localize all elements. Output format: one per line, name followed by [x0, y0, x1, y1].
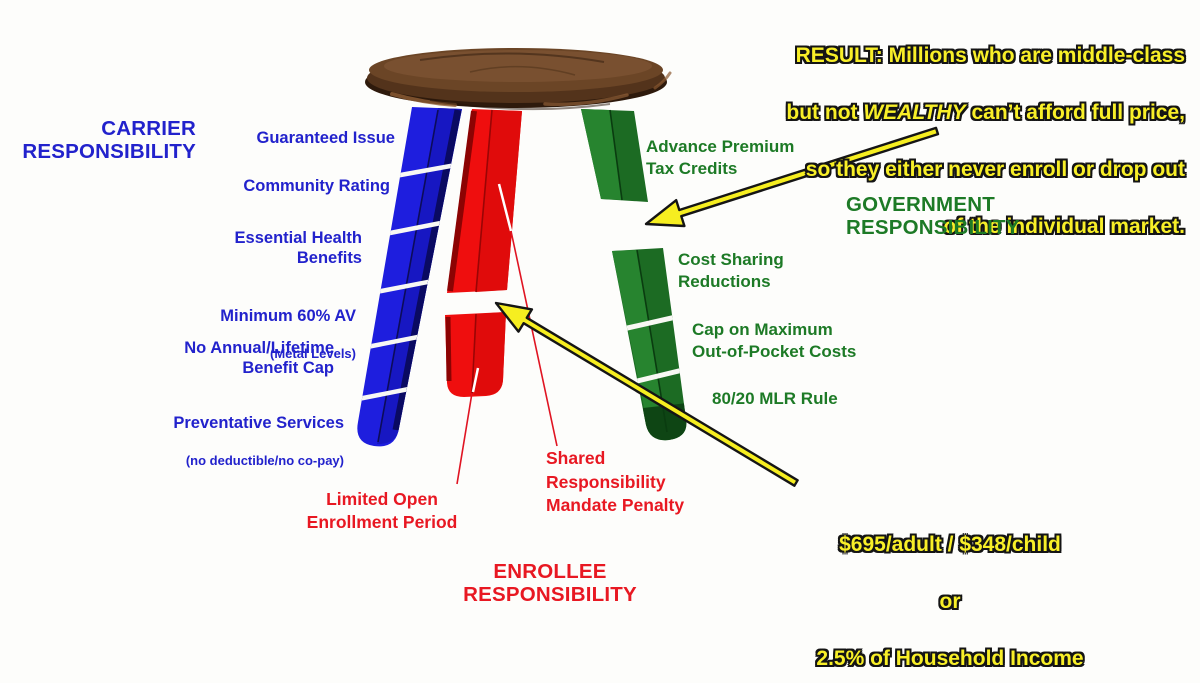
carrier-item-preventative-services: Preventative Services (no deductible/no …	[173, 393, 344, 488]
government-item-cap-out-of-pocket: Cap on Maximum Out-of-Pocket Costs	[692, 320, 857, 361]
penalty-note-line1: $695/adult / $348/child	[839, 532, 1061, 556]
result-note-line4: of the individual market.	[943, 214, 1185, 238]
penalty-note: $695/adult / $348/child or 2.5% of House…	[740, 502, 1160, 683]
result-note-line3: so they either never enroll or drop out	[805, 157, 1185, 181]
result-note: RESULT: Millions who are middle-class bu…	[585, 13, 1185, 270]
callout-line-shared-penalty	[510, 230, 558, 447]
carrier-item-no-benefit-cap: No Annual/Lifetime Benefit Cap	[184, 339, 334, 377]
penalty-note-line2: or	[939, 589, 961, 613]
carrier-item-minimum-av: Minimum 60% AV (Metal Levels)	[220, 286, 356, 381]
carrier-leg-blue	[357, 107, 462, 447]
carrier-item-essential-health-benefits: Essential Health Benefits	[234, 229, 362, 267]
carrier-item-preventative-services-label: Preventative Services	[173, 414, 344, 432]
result-note-line2: but not WEALTHY can’t afford full price,	[786, 100, 1185, 124]
carrier-item-community-rating: Community Rating	[243, 177, 390, 195]
enrollee-item-shared-responsibility-penalty: Shared Responsibility Mandate Penalty	[546, 448, 685, 515]
carrier-item-minimum-av-label: Minimum 60% AV	[220, 307, 356, 325]
carrier-item-guaranteed-issue: Guaranteed Issue	[256, 129, 395, 147]
stool-seat	[365, 48, 672, 111]
arrow-to-government-leg	[644, 126, 940, 228]
carrier-item-preventative-services-sub: (no deductible/no co-pay)	[185, 453, 344, 468]
government-item-advance-premium-tax-credits: Advance Premium Tax Credits	[646, 137, 795, 178]
government-leg-green	[581, 109, 687, 441]
arrow-to-enrollee-leg	[494, 301, 799, 487]
enrollee-heading: ENROLLEE RESPONSIBILITY	[463, 560, 637, 606]
government-item-mlr-rule: 80/20 MLR Rule	[712, 389, 838, 408]
enrollee-leg-red	[445, 109, 522, 397]
callout-line-limited-open	[456, 392, 473, 485]
government-item-cost-sharing-reductions: Cost Sharing Reductions	[678, 250, 784, 291]
carrier-heading: CARRIER RESPONSIBILITY	[22, 117, 196, 163]
carrier-item-minimum-av-sub: (Metal Levels)	[270, 346, 356, 361]
penalty-note-line3: 2.5% of Household Income	[816, 646, 1084, 670]
enrollee-item-limited-open-enrollment: Limited Open Enrollment Period	[306, 489, 458, 532]
government-heading: GOVERNMENT RESPONSIBILITY	[846, 193, 1020, 239]
result-note-line1: RESULT: Millions who are middle-class	[795, 43, 1185, 67]
